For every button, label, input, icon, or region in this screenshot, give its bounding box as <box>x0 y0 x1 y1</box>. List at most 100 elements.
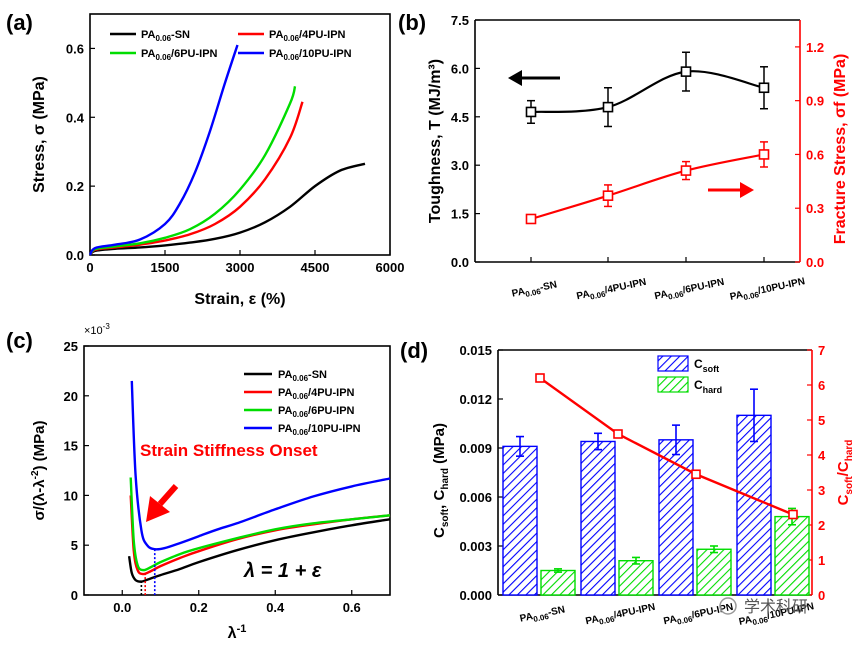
c-series-line <box>129 477 391 572</box>
c-legend-entry-base: PA <box>278 423 293 435</box>
d-ytick-left-label: 0.015 <box>459 343 492 358</box>
a-xtick-label: 4500 <box>301 260 330 275</box>
d-ytick-right-label: 0 <box>818 588 825 603</box>
d-ratio-marker <box>691 469 701 480</box>
d-bar <box>540 569 576 596</box>
b-xtick-label-base: PA <box>511 286 526 299</box>
b-xtick-label-suffix: -SN <box>539 279 558 293</box>
d-bar <box>658 439 694 596</box>
c-legend-entry-base: PA <box>278 405 293 417</box>
c-legend-entry-base: PA <box>278 369 293 381</box>
chart-panel-d: 0.000 0.003 0.006 0.009 0.012 0.015 0 1 2 3 4 5 6 7 Cs… <box>431 343 855 629</box>
c-ytick-label: 5 <box>71 538 78 553</box>
panel-label-d: (d) <box>400 338 428 363</box>
b-xtick-label-sub: 0.06 <box>589 289 607 301</box>
watermark: 学术科研 <box>719 597 808 616</box>
panel-label-c: (c) <box>6 328 33 353</box>
b-data-marker <box>602 101 614 113</box>
a-legend-entry-sub: 0.06 <box>283 53 299 62</box>
c-legend-entry-base: PA <box>278 387 293 399</box>
c-annotation-arrow-icon <box>157 484 179 506</box>
d-ylabel-left: Csoft, Chard (MPa) <box>431 423 451 538</box>
c-legend-entry-sub: 0.06 <box>292 410 308 419</box>
b-ylabel-left: Toughness, T (MJ/m³) <box>427 59 444 223</box>
c-annotation: Strain Stiffness Onset <box>140 441 318 460</box>
b-ytick-right-label: 0.0 <box>806 255 824 270</box>
a-legend-entry: PA0.06/4PU-IPN <box>269 29 346 43</box>
d-ytick-left-label: 0.000 <box>459 588 492 603</box>
d-ylabel-right-part: C <box>835 494 852 505</box>
a-legend-entry-sub: 0.06 <box>155 53 171 62</box>
b-ytick-left-label: 7.5 <box>451 13 469 28</box>
a-ytick-label: 0.0 <box>66 248 84 263</box>
a-legend-entry-suffix: /10PU-IPN <box>299 48 352 60</box>
a-legend-entry-base: PA <box>269 48 284 60</box>
d-xtick-label-suffix: /4PU-IPN <box>613 602 657 622</box>
d-xtick-label-sub: 0.06 <box>752 615 770 627</box>
c-legend-entry: PA0.06-SN <box>278 369 327 383</box>
d-legend-swatch <box>657 355 689 372</box>
a-legend-entry-sub: 0.06 <box>155 34 171 43</box>
d-ratio-marker <box>788 509 798 520</box>
c-xtick-label: 0.4 <box>266 600 285 615</box>
d-ylabel-right-part: soft <box>844 476 855 495</box>
d-xtick-label-sub: 0.06 <box>676 614 694 626</box>
a-ytick-label: 0.4 <box>66 110 85 125</box>
c-annotation-arrowhead-icon <box>146 496 170 522</box>
b-xtick-label-sub: 0.06 <box>667 289 685 301</box>
c-ylabel-sup: -2 <box>30 470 41 479</box>
d-ratio-marker <box>535 373 545 383</box>
d-legend-base: C <box>694 357 703 371</box>
b-xtick-label-base: PA <box>576 289 591 302</box>
b-xtick-label-sub: 0.06 <box>743 290 761 302</box>
d-ytick-left-label: 0.009 <box>459 441 492 456</box>
c-ytick-label: 15 <box>64 439 78 454</box>
d-bar <box>618 560 654 596</box>
d-xtick-label-sub: 0.06 <box>598 614 616 626</box>
b-arrow-right-head-icon <box>740 182 754 198</box>
d-bar <box>774 515 810 596</box>
b-xtick-label-suffix: /6PU-IPN <box>682 277 726 297</box>
d-ytick-right-label: 2 <box>818 518 825 533</box>
c-ytick-label: 25 <box>64 339 78 354</box>
chart-panel-b: 0.01.53.04.56.07.50.00.30.60.91.2PA0.06-… <box>427 13 849 305</box>
d-bar <box>736 414 772 596</box>
d-ylabel-left-part: hard <box>440 468 451 490</box>
a-series-line <box>88 44 239 256</box>
a-xtick-label: 1500 <box>151 260 180 275</box>
b-xtick-label: PA0.06/6PU-IPN <box>654 277 726 304</box>
d-ytick-left-label: 0.012 <box>459 392 492 407</box>
d-ylabel-left-part: soft <box>440 508 451 527</box>
b-data-marker <box>680 66 692 77</box>
b-ytick-right-label: 0.3 <box>806 201 824 216</box>
d-ytick-right-label: 3 <box>818 483 825 498</box>
b-xtick-label-suffix: /10PU-IPN <box>757 276 806 297</box>
b-ytick-left-label: 3.0 <box>451 158 469 173</box>
a-xlabel: Strain, ε (%) <box>194 291 285 308</box>
a-legend-entry-suffix: /4PU-IPN <box>299 29 346 41</box>
a-legend-entry-suffix: /6PU-IPN <box>171 48 218 60</box>
d-bar <box>696 548 732 596</box>
c-legend-entry-suffix: /6PU-IPN <box>308 405 355 417</box>
b-ytick-left-label: 4.5 <box>451 110 469 125</box>
d-bar <box>502 445 538 596</box>
b-ytick-right-label: 1.2 <box>806 40 824 55</box>
watermark-icon <box>719 597 737 615</box>
chart-panel-a: 0 1500 3000 4500 6000 0.0 0.2 0.4 0.6 Strain, ε (… <box>31 13 404 308</box>
a-ytick-label: 0.6 <box>66 41 84 56</box>
d-ylabel-left-part: C <box>431 527 448 538</box>
b-xtick-label: PA0.06/10PU-IPN <box>729 276 807 305</box>
b-ytick-left-label: 6.0 <box>451 61 469 76</box>
c-legend-entry-suffix: /4PU-IPN <box>308 387 355 399</box>
d-ytick-right-label: 7 <box>818 343 825 358</box>
d-xtick-label: PA0.06/4PU-IPN <box>585 602 657 629</box>
b-xtick-label-sub: 0.06 <box>525 287 543 299</box>
watermark-text: 学术科研 <box>744 598 808 616</box>
b-ytick-right-label: 0.6 <box>806 147 824 162</box>
a-ytick-label: 0.2 <box>66 179 84 194</box>
d-legend-swatch <box>657 376 689 393</box>
a-legend-entry: PA0.06/6PU-IPN <box>141 48 218 62</box>
d-xtick-label-sub: 0.06 <box>533 612 551 624</box>
b-data-marker <box>758 149 770 160</box>
